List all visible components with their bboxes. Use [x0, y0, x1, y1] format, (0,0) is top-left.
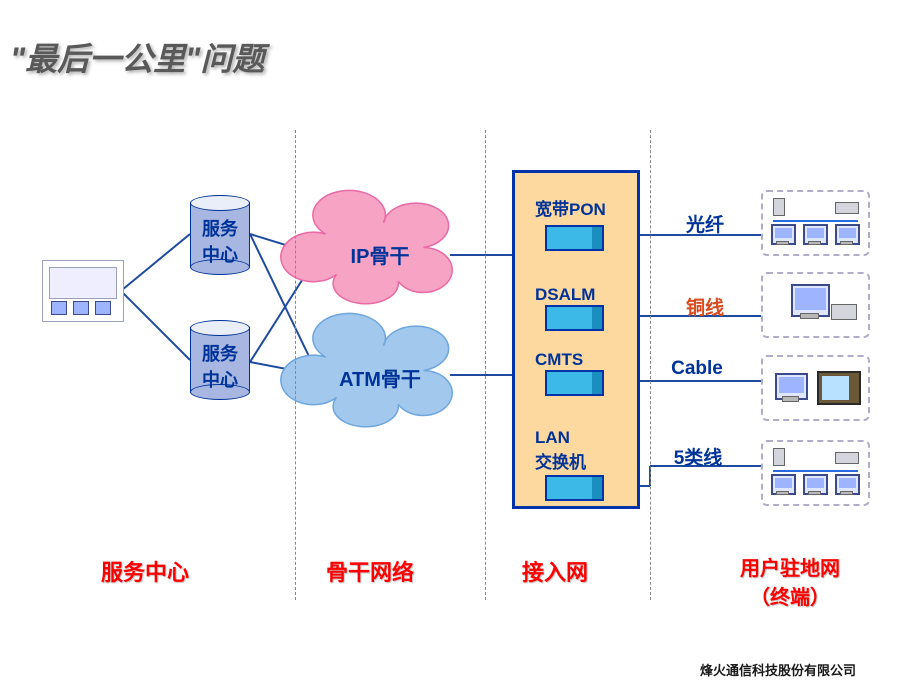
- section-divider: [295, 130, 296, 600]
- access-device-label: LAN 交换机: [535, 428, 586, 473]
- cloud-label: ATM骨干: [310, 363, 450, 392]
- section-label: 用户驻地网 （终端）: [720, 552, 860, 610]
- cylinder-label: 服务 中心: [190, 340, 250, 392]
- section-label: 接入网: [485, 555, 625, 587]
- access-device: [545, 475, 604, 501]
- link-label: Cable: [657, 358, 737, 380]
- connector-line: [250, 362, 318, 375]
- connector-line: [122, 292, 190, 360]
- slide-title: "最后一公里"问题: [10, 34, 264, 80]
- connector-line: [122, 234, 190, 290]
- section-label: 服务中心: [75, 555, 215, 587]
- connector-line: [250, 234, 318, 375]
- connector-line: [250, 234, 318, 255]
- section-divider: [650, 130, 651, 600]
- access-device: [545, 225, 604, 251]
- access-device: [545, 305, 604, 331]
- cylinder-label: 服务 中心: [190, 215, 250, 267]
- link-label: 光纤: [665, 210, 745, 237]
- link-label: 铜线: [665, 293, 745, 320]
- server-room-icon: [42, 260, 124, 322]
- access-device-label: 宽带PON: [535, 195, 606, 220]
- access-device: [545, 370, 604, 396]
- access-device-label: DSALM: [535, 285, 595, 305]
- cloud-label: IP骨干: [310, 240, 450, 269]
- link-label: 5类线: [658, 443, 738, 470]
- terminal-box: [761, 355, 870, 421]
- footer-company: 烽火通信科技股份有限公司: [700, 660, 856, 679]
- section-divider: [485, 130, 486, 600]
- connector-line: [250, 255, 318, 362]
- access-device-label: CMTS: [535, 350, 583, 370]
- terminal-box: [761, 272, 870, 338]
- terminal-box: [761, 440, 870, 506]
- section-label: 骨干网络: [300, 555, 440, 587]
- terminal-box: [761, 190, 870, 256]
